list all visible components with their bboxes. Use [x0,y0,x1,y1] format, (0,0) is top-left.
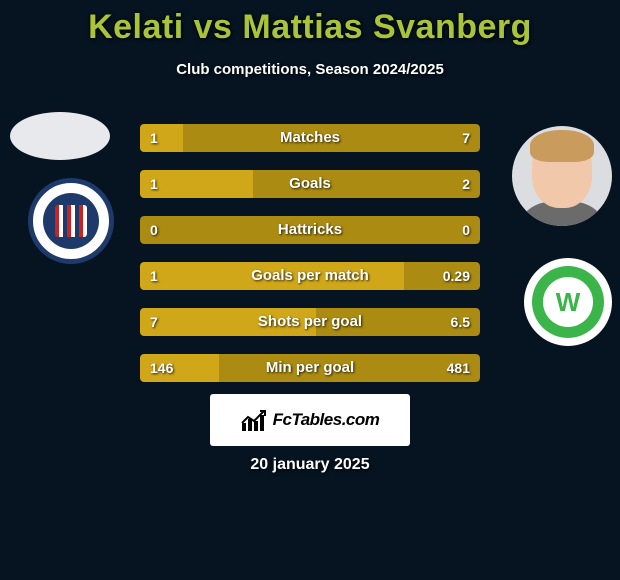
branding-badge: FcTables.com [210,394,410,446]
stat-value-right: 6.5 [451,308,470,336]
stat-row: 0Hattricks0 [140,216,480,244]
page-title: Kelati vs Mattias Svanberg [0,0,620,47]
stat-row: 1Matches7 [140,124,480,152]
club-badge-right: W [524,258,612,346]
stat-value-right: 0 [462,216,470,244]
player-right-avatar [512,126,612,226]
stat-value-right: 0.29 [443,262,470,290]
stat-value-right: 481 [447,354,470,382]
page-subtitle: Club competitions, Season 2024/2025 [0,61,620,78]
stat-label: Goals per match [140,262,480,290]
stat-label: Goals [140,170,480,198]
stat-value-right: 2 [462,170,470,198]
stat-row: 7Shots per goal6.5 [140,308,480,336]
player-left-avatar [10,112,110,160]
stat-label: Min per goal [140,354,480,382]
club-badge-left [28,178,114,264]
branding-logo-icon [241,409,267,431]
stat-label: Shots per goal [140,308,480,336]
stat-row: 146Min per goal481 [140,354,480,382]
stat-row: 1Goals per match0.29 [140,262,480,290]
stat-label: Matches [140,124,480,152]
stats-container: 1Matches7 1Goals2 0Hattricks0 1Goals per ma… [140,124,480,400]
badge-right-letter: W [543,277,593,327]
stat-row: 1Goals2 [140,170,480,198]
branding-text: FcTables.com [273,410,380,430]
stat-value-right: 7 [462,124,470,152]
date-line: 20 january 2025 [0,456,620,474]
stat-label: Hattricks [140,216,480,244]
